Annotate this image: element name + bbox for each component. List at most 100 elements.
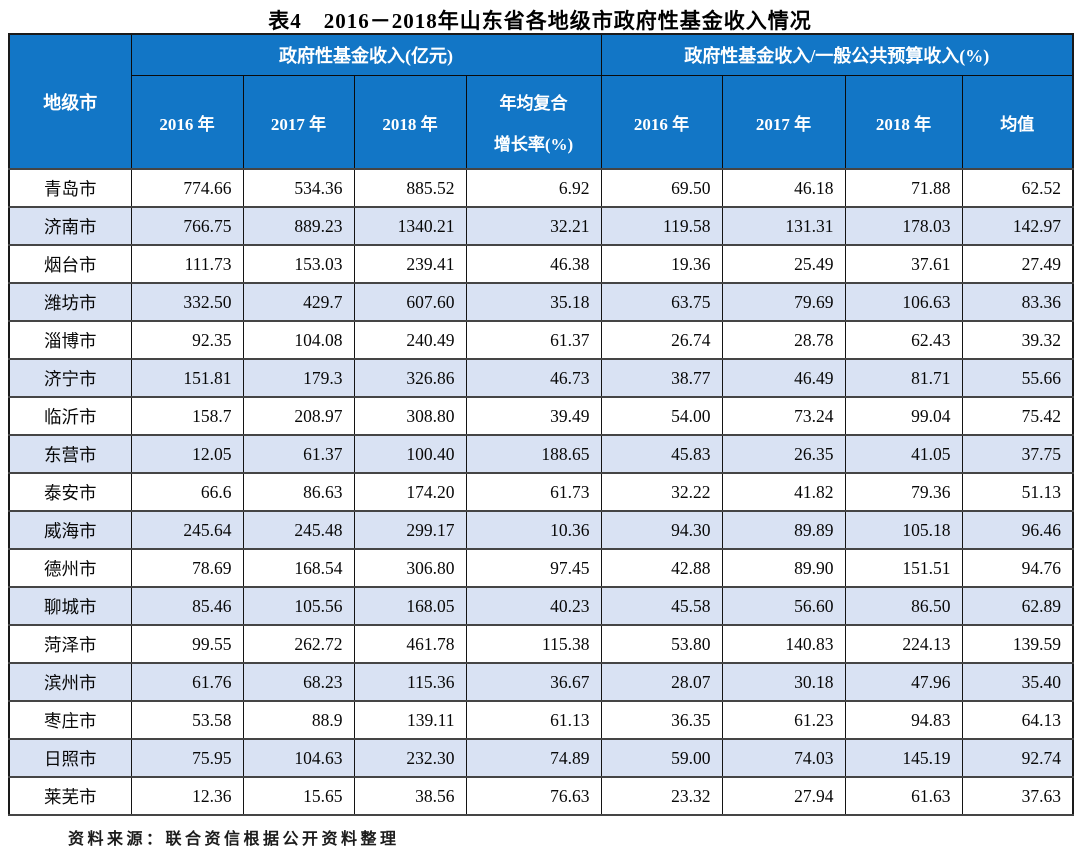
- value-cell: 75.95: [130, 738, 244, 778]
- header-cagr: 年均复合 增长率(%): [465, 75, 602, 170]
- table-row: 枣庄市 53.58 88.9 139.11 61.13 36.35 61.23 94.83 64…: [8, 700, 1074, 740]
- value-cell: 105.56: [242, 586, 355, 626]
- header-fund-2017: 2017 年: [242, 75, 355, 170]
- value-cell: 76.63: [465, 776, 602, 816]
- value-cell: 86.50: [844, 586, 963, 626]
- value-cell: 62.89: [961, 586, 1074, 626]
- value-cell: 774.66: [130, 168, 244, 208]
- value-cell: 41.05: [844, 434, 963, 474]
- value-cell: 139.59: [961, 624, 1074, 664]
- city-cell: 枣庄市: [8, 700, 132, 740]
- value-cell: 139.11: [353, 700, 467, 740]
- table-row: 德州市 78.69 168.54 306.80 97.45 42.88 89.90 151.5…: [8, 548, 1074, 588]
- city-cell: 日照市: [8, 738, 132, 778]
- value-cell: 46.73: [465, 358, 602, 398]
- value-cell: 240.49: [353, 320, 467, 360]
- header-cagr-line2: 增长率(%): [493, 135, 574, 154]
- table-row: 临沂市 158.7 208.97 308.80 39.49 54.00 73.24 99.04…: [8, 396, 1074, 436]
- value-cell: 92.35: [130, 320, 244, 360]
- value-cell: 461.78: [353, 624, 467, 664]
- value-cell: 89.90: [721, 548, 846, 588]
- value-cell: 607.60: [353, 282, 467, 322]
- value-cell: 62.52: [961, 168, 1074, 208]
- value-cell: 889.23: [242, 206, 355, 246]
- header-city-column: 地级市: [8, 33, 132, 170]
- value-cell: 534.36: [242, 168, 355, 208]
- value-cell: 12.36: [130, 776, 244, 816]
- value-cell: 37.61: [844, 244, 963, 284]
- value-cell: 151.81: [130, 358, 244, 398]
- value-cell: 19.36: [600, 244, 723, 284]
- value-cell: 151.51: [844, 548, 963, 588]
- value-cell: 232.30: [353, 738, 467, 778]
- value-cell: 245.48: [242, 510, 355, 550]
- value-cell: 61.13: [465, 700, 602, 740]
- value-cell: 46.38: [465, 244, 602, 284]
- value-cell: 53.58: [130, 700, 244, 740]
- value-cell: 78.69: [130, 548, 244, 588]
- value-cell: 104.08: [242, 320, 355, 360]
- table-row: 济南市 766.75 889.23 1340.21 32.21 119.58 131.31 1…: [8, 206, 1074, 246]
- value-cell: 25.49: [721, 244, 846, 284]
- value-cell: 23.32: [600, 776, 723, 816]
- city-cell: 烟台市: [8, 244, 132, 284]
- value-cell: 55.66: [961, 358, 1074, 398]
- value-cell: 41.82: [721, 472, 846, 512]
- value-cell: 56.60: [721, 586, 846, 626]
- value-cell: 45.58: [600, 586, 723, 626]
- city-cell: 东营市: [8, 434, 132, 474]
- value-cell: 115.36: [353, 662, 467, 702]
- city-cell: 滨州市: [8, 662, 132, 702]
- header-ratio-2018: 2018 年: [844, 75, 963, 170]
- table-row: 泰安市 66.6 86.63 174.20 61.73 32.22 41.82 79.36 51…: [8, 472, 1074, 512]
- value-cell: 47.96: [844, 662, 963, 702]
- value-cell: 75.42: [961, 396, 1074, 436]
- value-cell: 63.75: [600, 282, 723, 322]
- value-cell: 168.05: [353, 586, 467, 626]
- source-note: 资料来源：联合资信根据公开资料整理: [68, 831, 400, 848]
- table-row: 淄博市 92.35 104.08 240.49 61.37 26.74 28.78 62.43…: [8, 320, 1074, 360]
- value-cell: 10.36: [465, 510, 602, 550]
- value-cell: 106.63: [844, 282, 963, 322]
- city-cell: 德州市: [8, 548, 132, 588]
- value-cell: 35.18: [465, 282, 602, 322]
- value-cell: 26.74: [600, 320, 723, 360]
- value-cell: 61.63: [844, 776, 963, 816]
- value-cell: 6.92: [465, 168, 602, 208]
- value-cell: 326.86: [353, 358, 467, 398]
- value-cell: 46.49: [721, 358, 846, 398]
- table-header: 地级市 政府性基金收入(亿元) 政府性基金收入/一般公共预算收入(%) 2016…: [8, 33, 1074, 170]
- value-cell: 88.9: [242, 700, 355, 740]
- city-cell: 淄博市: [8, 320, 132, 360]
- value-cell: 1340.21: [353, 206, 467, 246]
- city-cell: 济南市: [8, 206, 132, 246]
- table-row: 潍坊市 332.50 429.7 607.60 35.18 63.75 79.69 106.6…: [8, 282, 1074, 322]
- value-cell: 38.77: [600, 358, 723, 398]
- value-cell: 12.05: [130, 434, 244, 474]
- value-cell: 86.63: [242, 472, 355, 512]
- value-cell: 140.83: [721, 624, 846, 664]
- value-cell: 174.20: [353, 472, 467, 512]
- value-cell: 46.18: [721, 168, 846, 208]
- value-cell: 179.3: [242, 358, 355, 398]
- value-cell: 28.78: [721, 320, 846, 360]
- value-cell: 131.31: [721, 206, 846, 246]
- value-cell: 64.13: [961, 700, 1074, 740]
- value-cell: 885.52: [353, 168, 467, 208]
- city-cell: 青岛市: [8, 168, 132, 208]
- value-cell: 308.80: [353, 396, 467, 436]
- city-cell: 临沂市: [8, 396, 132, 436]
- value-cell: 27.49: [961, 244, 1074, 284]
- value-cell: 158.7: [130, 396, 244, 436]
- header-group-fund-revenue: 政府性基金收入(亿元): [130, 33, 602, 76]
- value-cell: 83.36: [961, 282, 1074, 322]
- value-cell: 115.38: [465, 624, 602, 664]
- value-cell: 66.6: [130, 472, 244, 512]
- value-cell: 81.71: [844, 358, 963, 398]
- value-cell: 188.65: [465, 434, 602, 474]
- value-cell: 36.67: [465, 662, 602, 702]
- value-cell: 69.50: [600, 168, 723, 208]
- value-cell: 36.35: [600, 700, 723, 740]
- value-cell: 40.23: [465, 586, 602, 626]
- table-row: 滨州市 61.76 68.23 115.36 36.67 28.07 30.18 47.96 3…: [8, 662, 1074, 702]
